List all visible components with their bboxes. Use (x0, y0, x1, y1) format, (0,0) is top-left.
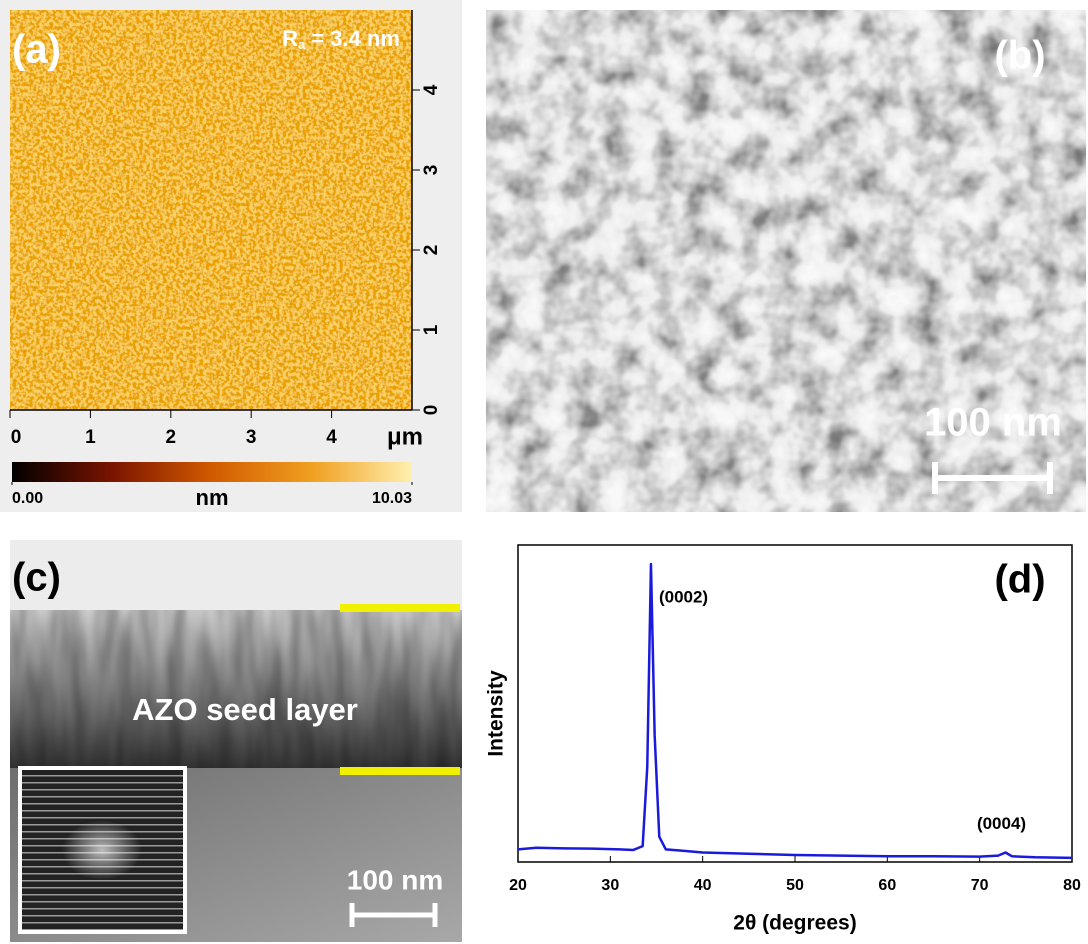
x-tick-label: 0 (11, 427, 22, 448)
colorbar-tick-label: 10.03 (372, 490, 412, 507)
panel-label: (c) (12, 556, 61, 600)
y-label: Intensity (485, 670, 508, 757)
x-tick-label: 70 (971, 877, 989, 894)
x-tick-label: 4 (326, 427, 337, 448)
x-unit: μm (387, 423, 423, 450)
x-tick-label: 50 (786, 877, 804, 894)
annotation-rest: = 3.4 nm (305, 26, 400, 51)
figure: 01234μm012340.0010.03nm(a)Ra = 3.4 nm (b… (0, 0, 1088, 944)
x-tick-label: 2 (166, 427, 177, 448)
top-region (10, 540, 462, 612)
panel-label: (a) (12, 28, 61, 72)
x-tick-label: 60 (878, 877, 896, 894)
x-tick-label: 40 (694, 877, 712, 894)
seed-layer-shade (10, 610, 462, 770)
scale-bar-label: 100 nm (924, 401, 1062, 445)
y-tick-label: 0 (421, 405, 442, 416)
colorbar-label: nm (196, 485, 229, 510)
panel-c: (c) AZO seed layer 100 nm (10, 540, 462, 942)
annotation-base: R (282, 26, 298, 51)
panel-b: (b) 100 nm (486, 10, 1086, 512)
peak-label: (0002) (659, 588, 708, 607)
x-tick-label: 80 (1063, 877, 1081, 894)
fft-spot (62, 820, 142, 880)
peak-label: (0004) (977, 814, 1026, 833)
y-tick-label: 4 (421, 84, 442, 95)
afm-image (10, 10, 412, 410)
x-tick-label: 1 (85, 427, 96, 448)
layer-label: AZO seed layer (132, 692, 358, 727)
y-tick-label: 2 (421, 245, 442, 256)
panel-label: (d) (994, 558, 1045, 602)
panel-label: (b) (994, 34, 1045, 78)
panel-d: 20 30 40 50 60 70 80 2θ (degrees) Intensity (0002… (485, 545, 1081, 935)
scale-bar-label: 100 nm (347, 864, 444, 895)
x-tick-label: 3 (246, 427, 257, 448)
y-tick-label: 1 (421, 324, 442, 335)
x-tick-label: 30 (601, 877, 619, 894)
x-label: 2θ (degrees) (733, 912, 856, 935)
y-tick-label: 3 (421, 165, 442, 176)
colorbar (12, 462, 412, 482)
x-tick-label: 20 (509, 877, 527, 894)
colorbar-tick-label: 0.00 (12, 490, 43, 507)
